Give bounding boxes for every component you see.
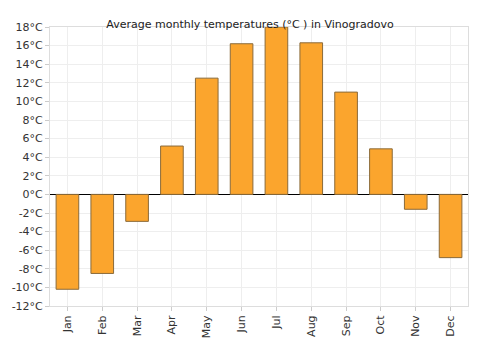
svg-text:10°C: 10°C xyxy=(16,95,43,108)
svg-text:0°C: 0°C xyxy=(23,188,43,201)
svg-text:-4°C: -4°C xyxy=(19,225,43,238)
svg-text:-12°C: -12°C xyxy=(12,300,43,313)
svg-text:Jun: Jun xyxy=(235,315,248,333)
svg-text:16°C: 16°C xyxy=(16,39,43,52)
svg-text:6°C: 6°C xyxy=(23,132,43,145)
svg-text:4°C: 4°C xyxy=(23,151,43,164)
svg-text:-10°C: -10°C xyxy=(12,281,43,294)
svg-text:Feb: Feb xyxy=(96,315,109,334)
svg-text:-8°C: -8°C xyxy=(19,263,43,276)
svg-text:Dec: Dec xyxy=(444,315,457,336)
svg-text:Average monthly temperatures (: Average monthly temperatures (°C ) in Vi… xyxy=(106,18,394,31)
svg-text:Mar: Mar xyxy=(131,315,144,336)
svg-text:8°C: 8°C xyxy=(23,114,43,127)
svg-text:2°C: 2°C xyxy=(23,170,43,183)
svg-text:-6°C: -6°C xyxy=(19,244,43,257)
svg-text:-2°C: -2°C xyxy=(19,207,43,220)
svg-text:Jan: Jan xyxy=(61,315,74,333)
svg-text:Jul: Jul xyxy=(270,315,283,329)
svg-text:14°C: 14°C xyxy=(16,58,43,71)
svg-text:Aug: Aug xyxy=(305,315,318,336)
svg-text:18°C: 18°C xyxy=(16,21,43,34)
svg-text:May: May xyxy=(200,315,213,338)
svg-text:Nov: Nov xyxy=(409,315,422,337)
svg-text:Apr: Apr xyxy=(165,315,178,335)
svg-text:Oct: Oct xyxy=(374,315,387,335)
svg-text:12°C: 12°C xyxy=(16,77,43,90)
svg-text:Sep: Sep xyxy=(340,315,353,336)
